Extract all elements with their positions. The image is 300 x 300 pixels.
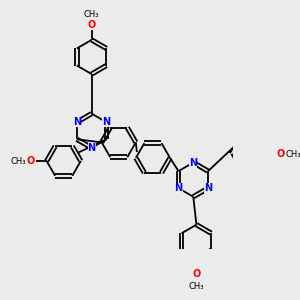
Text: N: N — [73, 117, 81, 127]
Text: O: O — [192, 269, 200, 279]
Text: O: O — [277, 149, 285, 159]
Text: CH₃: CH₃ — [11, 157, 26, 166]
Text: CH₃: CH₃ — [189, 281, 204, 290]
Text: O: O — [27, 156, 35, 166]
Text: N: N — [204, 183, 212, 193]
Text: N: N — [88, 143, 96, 153]
Text: O: O — [88, 20, 96, 30]
Text: N: N — [102, 117, 110, 127]
Text: N: N — [174, 183, 183, 193]
Text: CH₃: CH₃ — [84, 10, 99, 19]
Text: N: N — [189, 158, 197, 168]
Text: CH₃: CH₃ — [286, 149, 300, 158]
